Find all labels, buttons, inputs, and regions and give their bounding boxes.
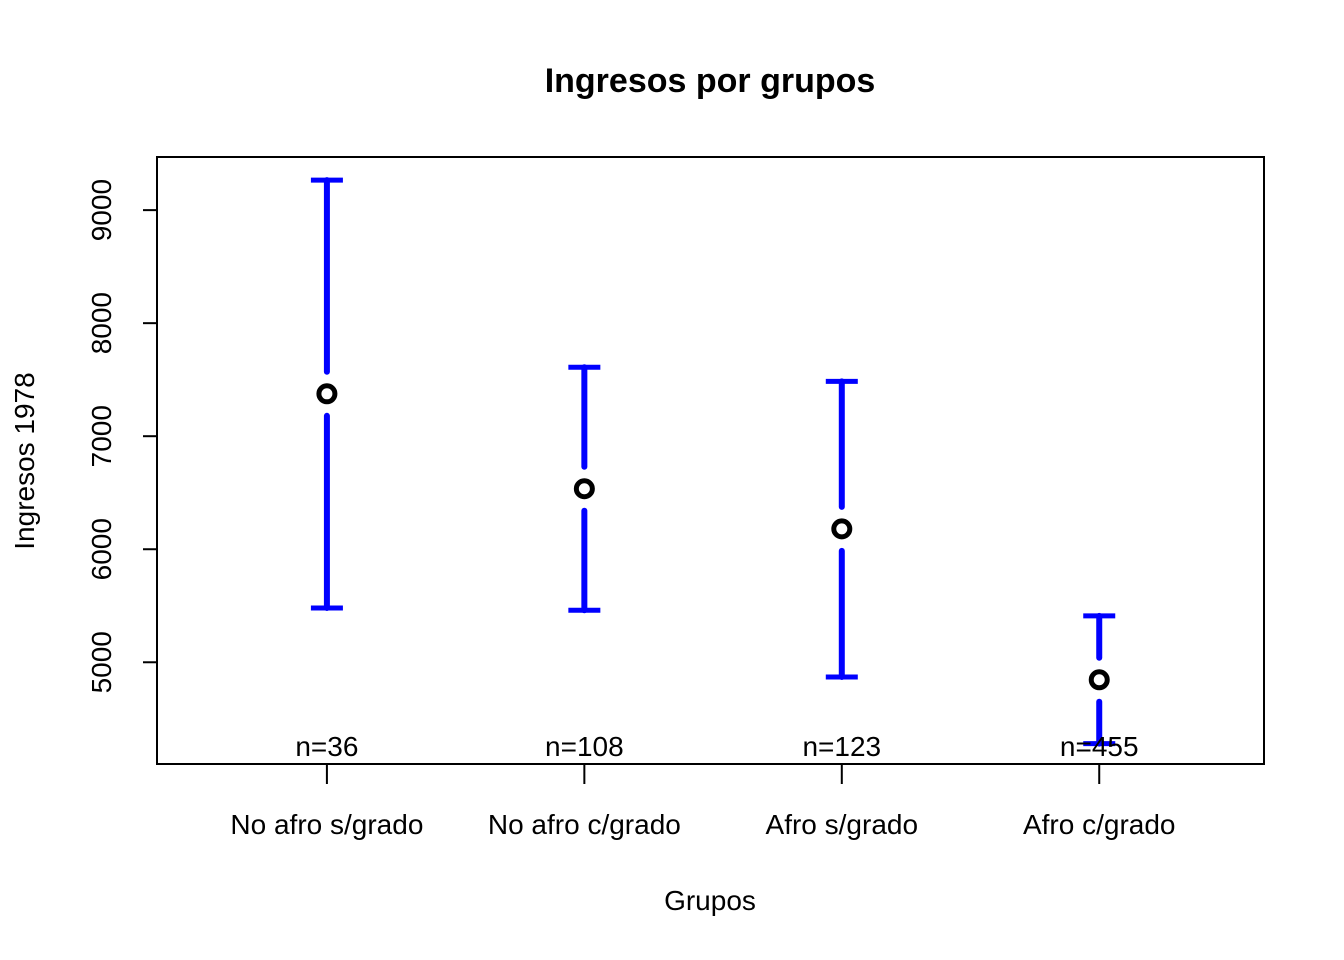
error-bar-group [1083, 612, 1116, 747]
mean-point [316, 383, 338, 405]
n-labels: n=36 n=108 n=123 n=455 [295, 731, 1138, 762]
chart-title: Ingresos por grupos [545, 62, 876, 100]
y-tick-label: 5000 [86, 631, 117, 693]
x-tick-label: Afro s/grado [766, 809, 919, 840]
n-label: n=123 [802, 731, 881, 762]
error-bars [310, 177, 1116, 747]
x-axis: No afro s/grado No afro c/grado Afro s/gra… [230, 763, 1176, 840]
y-tick-label: 7000 [86, 405, 117, 467]
y-tick-label: 6000 [86, 518, 117, 580]
x-axis-label: Grupos [664, 885, 756, 916]
mean-point [1088, 669, 1110, 691]
x-tick-label: No afro s/grado [230, 809, 423, 840]
error-bar-group [310, 177, 343, 612]
y-axis-label: Ingresos 1978 [9, 372, 40, 549]
mean-point [831, 518, 853, 540]
y-axis: 5000 6000 7000 8000 9000 [86, 179, 158, 693]
x-tick-label: Afro c/grado [1023, 809, 1176, 840]
y-tick-label: 8000 [86, 292, 117, 354]
error-bar-group [568, 364, 601, 614]
y-tick-label: 9000 [86, 179, 117, 241]
error-bar-group [825, 378, 858, 680]
n-label: n=455 [1060, 731, 1139, 762]
n-label: n=36 [295, 731, 358, 762]
n-label: n=108 [545, 731, 624, 762]
mean-point [573, 478, 595, 500]
x-tick-label: No afro c/grado [488, 809, 681, 840]
